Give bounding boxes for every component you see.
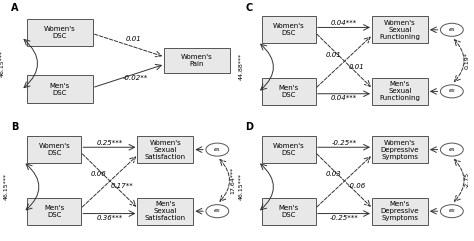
Text: 17.64***: 17.64*** — [230, 167, 236, 194]
Text: 0.04***: 0.04*** — [331, 95, 357, 101]
Text: Men's
DSC: Men's DSC — [279, 205, 299, 218]
FancyBboxPatch shape — [372, 198, 428, 225]
Text: B: B — [11, 122, 18, 132]
FancyBboxPatch shape — [262, 16, 316, 43]
Text: 0.04***: 0.04*** — [331, 20, 357, 26]
FancyBboxPatch shape — [137, 136, 193, 163]
FancyBboxPatch shape — [137, 198, 193, 225]
Text: Women's
DSC: Women's DSC — [38, 143, 70, 156]
Text: 0.25***: 0.25*** — [96, 140, 122, 146]
FancyBboxPatch shape — [164, 48, 230, 73]
Text: 0.01: 0.01 — [348, 64, 364, 69]
Text: -2.75: -2.75 — [465, 172, 470, 188]
Text: A: A — [11, 3, 18, 13]
Text: 0.01: 0.01 — [125, 36, 141, 42]
Text: 0.19*: 0.19* — [465, 52, 470, 69]
Text: Women's
Pain: Women's Pain — [181, 54, 213, 67]
FancyBboxPatch shape — [372, 16, 428, 43]
Text: $e_1$: $e_1$ — [448, 26, 456, 34]
Circle shape — [440, 23, 463, 36]
Text: 0.36***: 0.36*** — [96, 215, 122, 221]
Text: 0.06: 0.06 — [91, 172, 107, 177]
FancyBboxPatch shape — [262, 198, 316, 225]
FancyBboxPatch shape — [262, 136, 316, 163]
Text: Men's
DSC: Men's DSC — [44, 205, 64, 218]
Circle shape — [440, 205, 463, 218]
Text: -0.06: -0.06 — [347, 183, 365, 189]
FancyBboxPatch shape — [372, 136, 428, 163]
Text: Women's
Sexual
Satisfaction: Women's Sexual Satisfaction — [145, 140, 186, 160]
FancyBboxPatch shape — [27, 198, 82, 225]
Text: 46.15***: 46.15*** — [238, 173, 244, 200]
FancyBboxPatch shape — [27, 19, 93, 46]
Text: Women's
Depressive
Symptoms: Women's Depressive Symptoms — [381, 140, 419, 160]
Text: 46.15***: 46.15*** — [4, 173, 9, 200]
FancyBboxPatch shape — [262, 78, 316, 105]
Circle shape — [206, 205, 229, 218]
FancyBboxPatch shape — [372, 78, 428, 105]
Circle shape — [440, 143, 463, 156]
Circle shape — [440, 85, 463, 98]
Text: 0.03: 0.03 — [326, 172, 341, 177]
Text: D: D — [245, 122, 253, 132]
Text: $e_2$: $e_2$ — [448, 207, 456, 215]
Text: Men's
DSC: Men's DSC — [50, 82, 70, 95]
FancyBboxPatch shape — [27, 75, 93, 103]
Text: $e_1$: $e_1$ — [213, 146, 221, 154]
Text: Women's
Sexual
Functioning: Women's Sexual Functioning — [380, 20, 420, 40]
Text: 0.01: 0.01 — [326, 52, 341, 58]
Circle shape — [206, 143, 229, 156]
Text: Men's
Sexual
Functioning: Men's Sexual Functioning — [380, 81, 420, 101]
Text: Women's
DSC: Women's DSC — [273, 23, 305, 36]
Text: $e_2$: $e_2$ — [448, 87, 456, 95]
Text: $e_1$: $e_1$ — [448, 146, 456, 154]
Text: 0.17**: 0.17** — [110, 183, 133, 189]
Text: Women's
DSC: Women's DSC — [44, 26, 76, 39]
Text: -0.25**: -0.25** — [331, 140, 356, 146]
Text: C: C — [245, 3, 253, 13]
Text: Men's
DSC: Men's DSC — [279, 85, 299, 98]
Text: -0.02**: -0.02** — [123, 75, 148, 81]
Text: $e_2$: $e_2$ — [213, 207, 221, 215]
FancyBboxPatch shape — [27, 136, 82, 163]
Text: 46.15***: 46.15*** — [0, 50, 4, 77]
Text: Men's
Sexual
Satisfaction: Men's Sexual Satisfaction — [145, 201, 186, 221]
Text: 44.88***: 44.88*** — [238, 53, 244, 80]
Text: -0.25***: -0.25*** — [329, 215, 358, 221]
Text: Women's
DSC: Women's DSC — [273, 143, 305, 156]
Text: Men's
Depressive
Symptoms: Men's Depressive Symptoms — [381, 201, 419, 221]
